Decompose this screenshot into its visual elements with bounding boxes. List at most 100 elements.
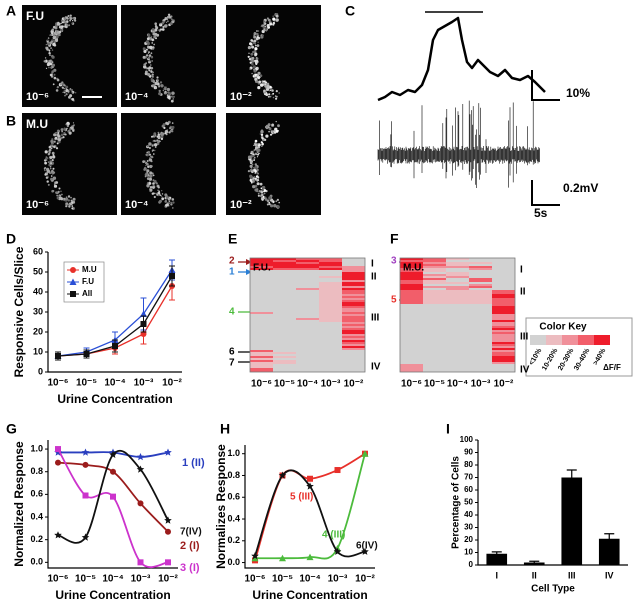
heatmap-cell (342, 314, 365, 316)
heatmap-cell (469, 298, 492, 300)
heatmap-cell (250, 346, 273, 348)
heatmap-cell (250, 300, 273, 302)
y-tick-label: 30 (464, 523, 473, 532)
heatmap-cell (296, 366, 319, 368)
cell-spot (254, 47, 258, 51)
heatmap-cell (400, 330, 423, 332)
cell-spot (60, 190, 62, 193)
cell-spot (164, 86, 166, 88)
cell-spot (260, 141, 263, 144)
cell-spot (171, 91, 175, 95)
cell-spot (254, 177, 257, 180)
cell-spot (255, 153, 258, 156)
heatmap-cell (423, 356, 446, 358)
marker (140, 310, 147, 317)
cell-spot (68, 205, 71, 208)
heatmap-cell (342, 342, 365, 344)
heatmap-cell (446, 342, 469, 344)
cell-spot (151, 28, 155, 31)
cell-spot (152, 79, 155, 83)
cell-spot (254, 44, 257, 47)
cell-spot (271, 87, 273, 89)
panel-label: D (6, 231, 16, 247)
group-label: I (371, 259, 374, 270)
heatmap-cell (446, 290, 469, 292)
heatmap-cell (250, 266, 273, 268)
cell-spot (157, 133, 160, 136)
legend-label: F.U (82, 277, 94, 286)
heatmap-cell (423, 290, 446, 292)
cell-spot (66, 202, 68, 205)
heatmap-cell (319, 288, 342, 290)
heatmap-cell (319, 336, 342, 338)
cell-spot (53, 76, 57, 80)
heatmap-cell (342, 324, 365, 326)
cell-spot (249, 68, 251, 70)
marker (137, 559, 144, 566)
heatmap-cell (296, 304, 319, 306)
cell-spot (143, 63, 147, 67)
cell-spot (145, 173, 149, 177)
heatmap-cell (296, 268, 319, 270)
cell-spot (161, 197, 165, 201)
concentration-label: 10⁻⁴ (125, 91, 148, 103)
cell-spot (158, 190, 161, 193)
color-key-frame (525, 317, 633, 377)
cell-spot (261, 185, 266, 190)
heatmap-cell (446, 280, 469, 282)
heatmap-cell (423, 314, 446, 316)
cell-spot (171, 198, 175, 201)
cell-spot (153, 43, 156, 46)
heatmap-cell (400, 268, 423, 270)
cell-spot (68, 131, 72, 135)
heatmap-cell (469, 352, 492, 354)
heatmap-cell (492, 334, 515, 336)
y-tick-label: 20 (464, 535, 473, 544)
heatmap-cell (250, 360, 273, 362)
heatmap-cell (319, 262, 342, 264)
cell-spot (50, 139, 54, 144)
heatmap-cell (446, 336, 469, 338)
error-bar (604, 533, 615, 544)
cell-spot (151, 155, 154, 158)
x-tick-label: 10⁻⁶ (401, 379, 422, 390)
cell-spot (251, 56, 255, 60)
heatmap-cell (469, 288, 492, 290)
heatmap-frame (249, 257, 366, 373)
marker (164, 448, 172, 456)
heatmap-cell (492, 286, 515, 288)
cell-spot (257, 172, 259, 175)
cell-spot (53, 183, 56, 185)
heatmap-cell (492, 274, 515, 276)
cell-spot (252, 158, 255, 161)
heatmap-cell (446, 324, 469, 326)
cell-spot (153, 132, 157, 136)
marker (54, 531, 62, 539)
cell-spot (268, 202, 270, 204)
heatmap-cell (492, 266, 515, 268)
heatmap-cell (423, 326, 446, 328)
heatmap-cell (469, 276, 492, 278)
heatmap-cell (273, 336, 296, 338)
x-tick-label: 10⁻⁴ (104, 378, 125, 389)
heatmap-cell (273, 356, 296, 358)
heatmap-cell (492, 292, 515, 294)
heatmap-cell (492, 318, 515, 320)
group-label: II (520, 287, 526, 298)
y-tick-label: 30 (33, 306, 43, 316)
heatmap-cell (342, 332, 365, 334)
cell-spot (59, 83, 63, 86)
heatmap-cell (423, 296, 446, 298)
heatmap-cell (446, 348, 469, 350)
voltage-trace (377, 100, 540, 188)
heatmap-cell (446, 310, 469, 312)
cell-spot (145, 62, 148, 64)
cell-spot (146, 162, 149, 166)
panel-label: A (6, 3, 16, 19)
heatmap-cell (492, 362, 515, 364)
cell-spot (255, 57, 258, 59)
cell-spot (56, 195, 58, 197)
heatmap-cell (492, 366, 515, 368)
cell-spot (72, 17, 75, 20)
cell-spot (252, 181, 254, 183)
